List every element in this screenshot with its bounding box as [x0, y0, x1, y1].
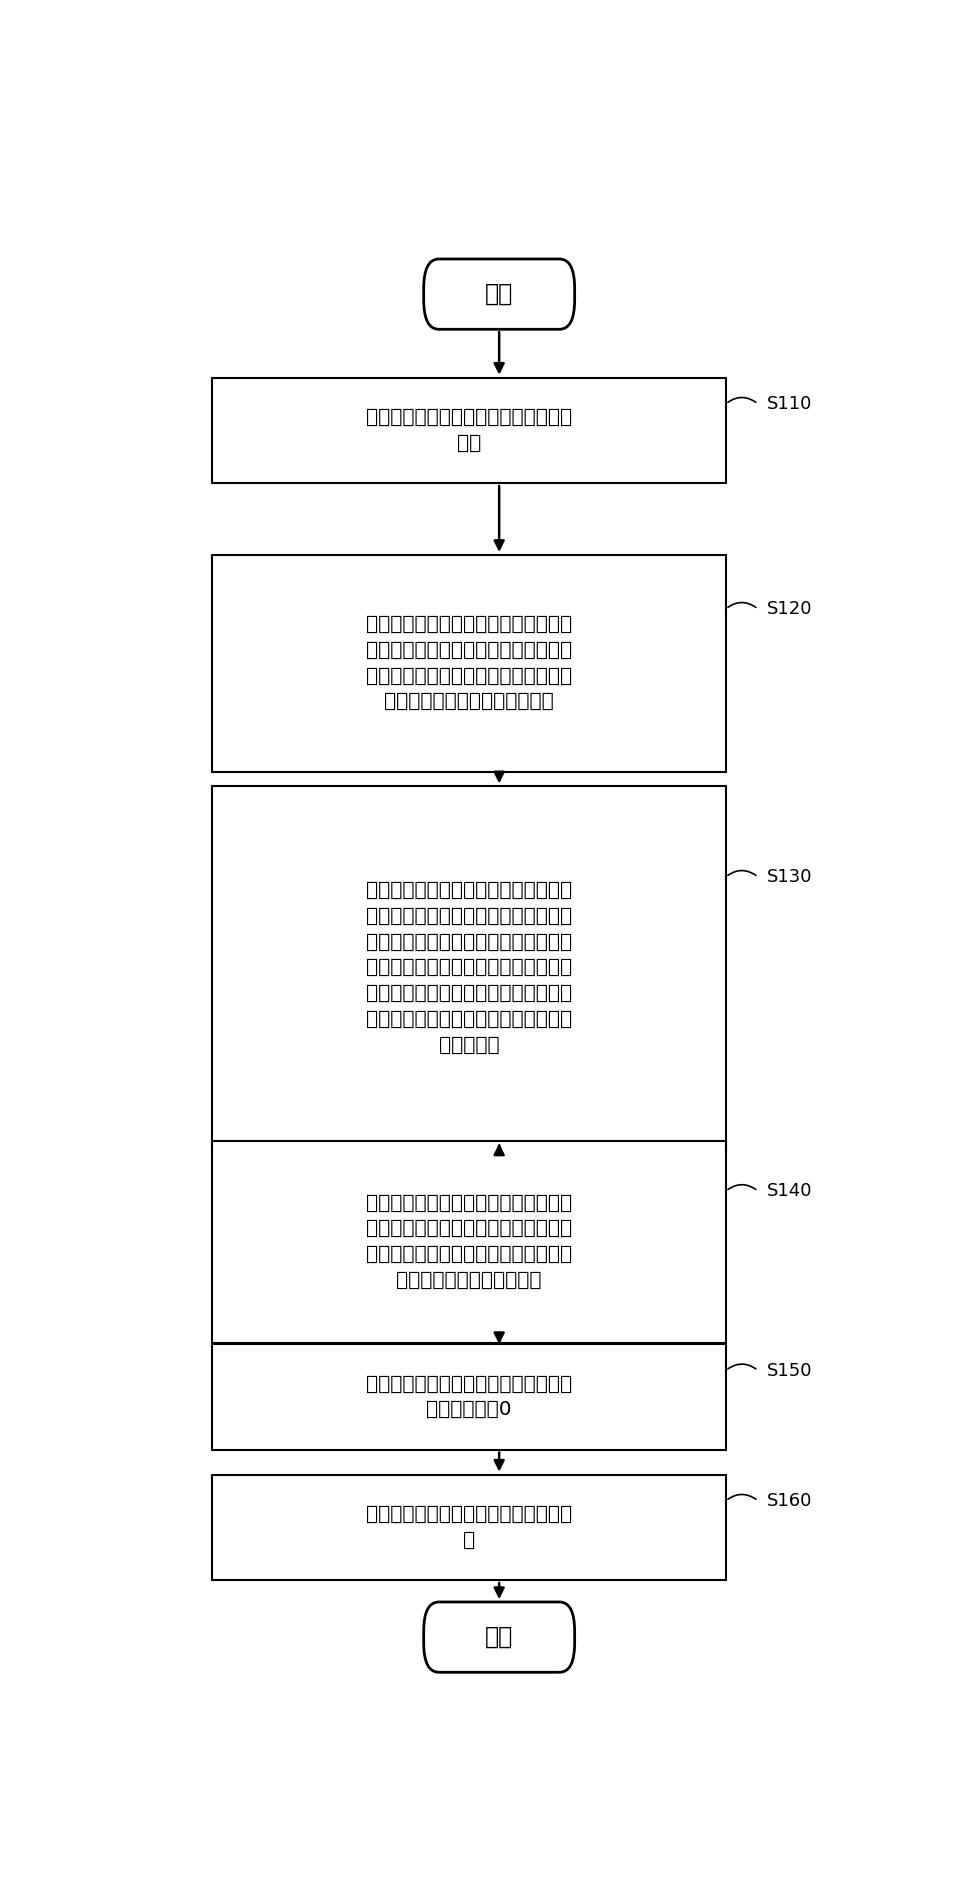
Bar [212, 378, 726, 483]
Bar [212, 1474, 726, 1581]
Text: 判断所述第一区域图像中的像素点的像
素值是否均为0: 判断所述第一区域图像中的像素点的像 素值是否均为0 [366, 1375, 572, 1419]
Text: S150: S150 [768, 1362, 812, 1379]
Text: 获得所述第一模具图像与所述第一背景
图像的第一差分图像，并对所述第一差
分图像进行阈值分割以及连通区域的面
积筛选，得到第一区域图像: 获得所述第一模具图像与所述第一背景 图像的第一差分图像，并对所述第一差 分图像进… [366, 1194, 572, 1290]
Text: 在为否时，输出所述模具存在异物的信
息: 在为否时，输出所述模具存在异物的信 息 [366, 1504, 572, 1550]
Bar [212, 1345, 726, 1449]
Bar [212, 786, 726, 1149]
Text: 开始: 开始 [485, 281, 513, 306]
Text: 结束: 结束 [485, 1624, 513, 1649]
Text: S110: S110 [768, 396, 812, 413]
FancyBboxPatch shape [424, 259, 575, 329]
Text: S120: S120 [768, 599, 812, 618]
Bar [212, 555, 726, 772]
Text: S130: S130 [768, 867, 812, 886]
Text: S140: S140 [768, 1183, 812, 1200]
Text: S160: S160 [768, 1491, 812, 1510]
FancyBboxPatch shape [424, 1601, 575, 1672]
Text: 基于所述待检测模具图像与所述匹配背
景图像的匹配矩阵分别对所述待检测模
具图像与所述匹配背景图像进行变换处
理、归一化处理以及裁剪处理，分别得
到所述待检测模具: 基于所述待检测模具图像与所述匹配背 景图像的匹配矩阵分别对所述待检测模 具图像与… [366, 881, 572, 1054]
Text: 从预先存储的多张背景图像中获得与所
述待检测模具图像匹配的匹配背景图像
，其中，所述背景图像为所述模具在工
作过程中的不存在异物时的图像: 从预先存储的多张背景图像中获得与所 述待检测模具图像匹配的匹配背景图像 ，其中，… [366, 614, 572, 711]
Text: 获取模具在工作过程中的一待检测模具
图像: 获取模具在工作过程中的一待检测模具 图像 [366, 407, 572, 453]
Bar [212, 1141, 726, 1343]
